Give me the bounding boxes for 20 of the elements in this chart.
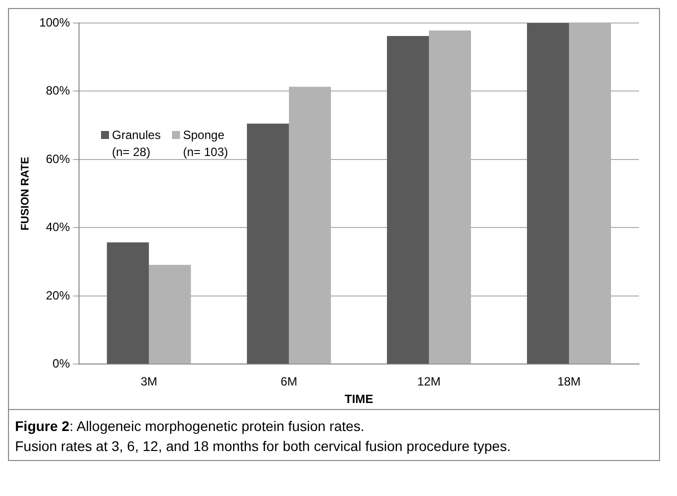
legend-label: Sponge (n= 103): [183, 127, 230, 161]
x-tick-label: 3M: [140, 374, 158, 389]
legend-label: Granules (n= 28): [112, 127, 162, 161]
x-tick-label: 12M: [417, 374, 441, 389]
y-tick-label: 100%: [39, 15, 70, 30]
y-tick-label: 40%: [46, 220, 70, 234]
text: Fusion rates at 3, 6, 12, and 18 months for both cervical fusion procedure types.: [15, 438, 511, 454]
bar: [246, 124, 289, 364]
x-tick-label: 6M: [280, 374, 298, 389]
bar: [386, 36, 429, 364]
y-tick-label: 60%: [46, 152, 70, 166]
caption: Figure 2: Allogeneic morphogenetic protein fusion rates.: [15, 418, 364, 434]
y-tick-label: 80%: [46, 84, 70, 98]
bar: [106, 242, 149, 364]
y-axis-title: FUSION RATE: [20, 156, 32, 230]
bar: [526, 23, 569, 364]
x-axis-title: TIME: [344, 392, 374, 406]
y-tick-label: 0%: [52, 356, 70, 371]
y-tick-label: 20%: [46, 288, 70, 302]
x-tick-label: 18M: [557, 374, 581, 389]
